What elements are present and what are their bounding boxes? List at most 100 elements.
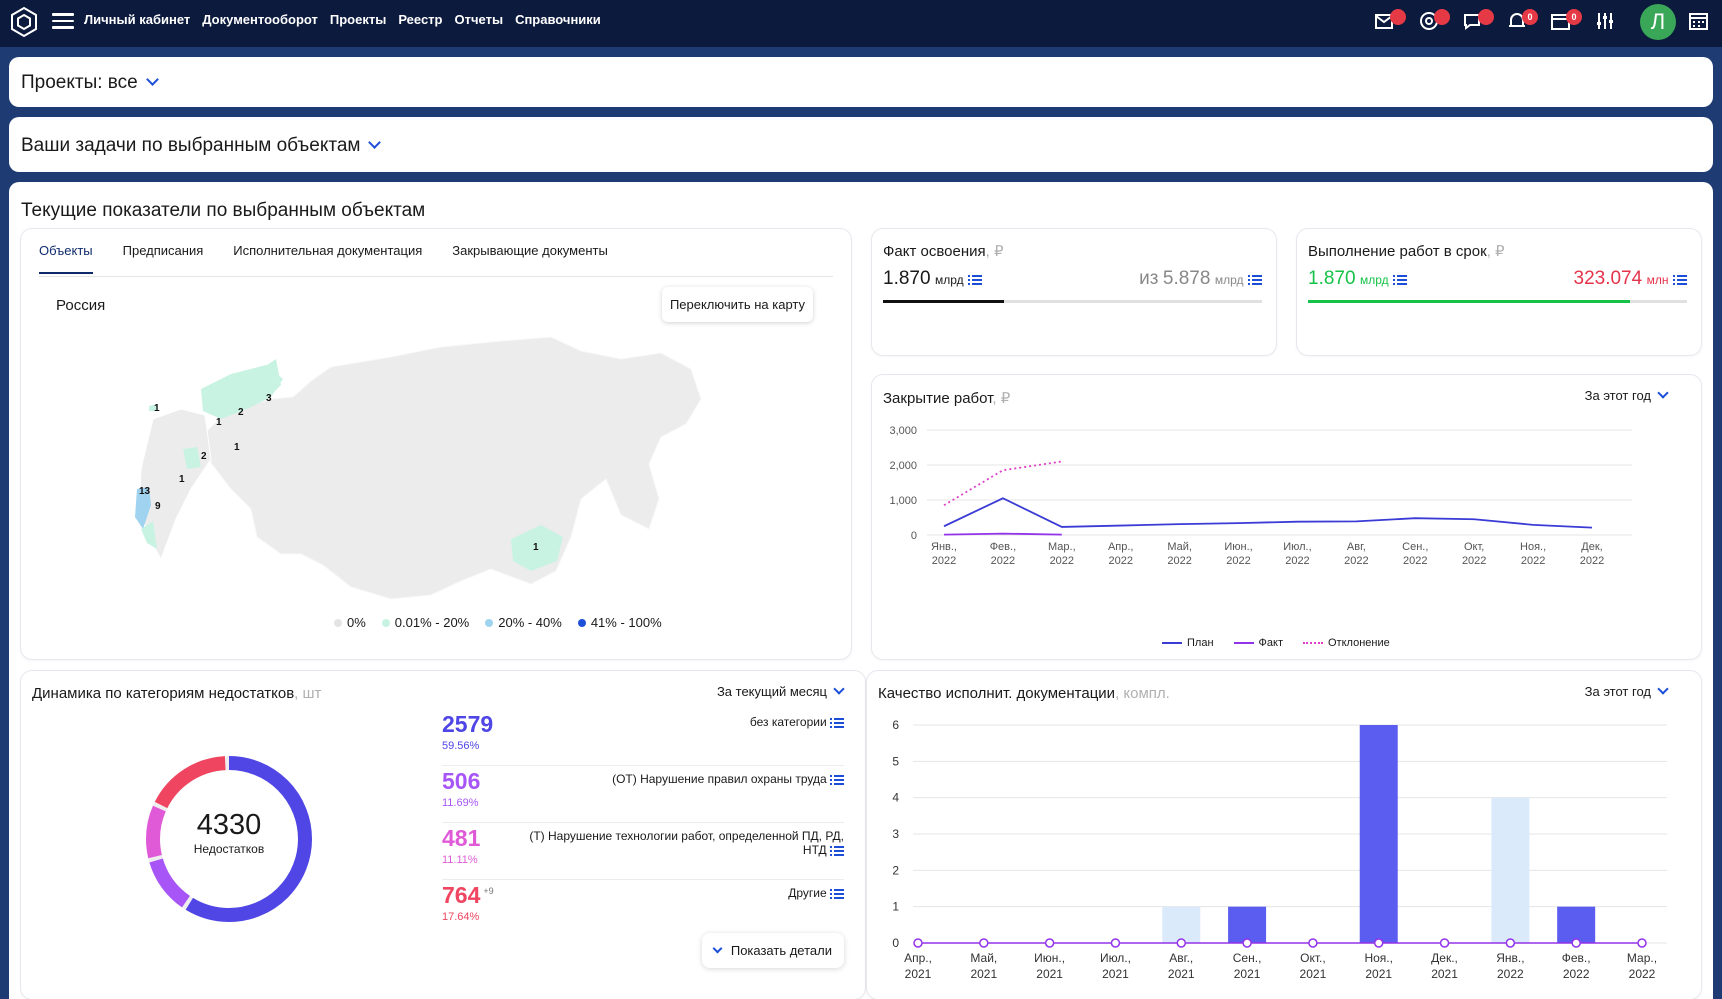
defect-pct: 11.69% xyxy=(442,797,479,809)
chevron-down-icon xyxy=(833,683,845,695)
top-navigation-bar: Личный кабинет Документооборот Проекты Р… xyxy=(0,0,1722,47)
defects-unit: шт xyxy=(302,685,322,702)
objects-panel: Объекты Предписания Исполнительная докум… xyxy=(20,228,852,660)
tab-objects[interactable]: Объекты xyxy=(39,243,93,274)
line-point-10 xyxy=(1571,938,1581,948)
x-tick-label: Сен., xyxy=(1402,541,1428,553)
map-marker-9[interactable]: 9 xyxy=(155,501,161,512)
defect-stat-4: 764 +9 17.64% xyxy=(442,882,494,923)
user-avatar[interactable]: Л xyxy=(1640,4,1676,40)
legend-label-1: 0.01% - 20% xyxy=(394,615,470,630)
defect-pct: 59.56% xyxy=(442,740,480,752)
menu-item-directories[interactable]: Справочники xyxy=(515,12,601,27)
map-marker-1[interactable]: 1 xyxy=(154,403,160,414)
show-details-label: Показать детали xyxy=(730,943,832,958)
closing-line-chart: 0 1,000 2,000 3,000 Янв., 2022 Фев., 2022 Мар., 2… xyxy=(889,425,1632,567)
menu-item-projects[interactable]: Проекты xyxy=(329,12,387,27)
x-tick-label: Май, xyxy=(1167,541,1192,553)
list-icon[interactable] xyxy=(1673,274,1687,286)
menu-item-reports[interactable]: Отчеты xyxy=(454,12,504,27)
list-icon[interactable] xyxy=(968,274,983,286)
x-tick-label: 2021 xyxy=(1431,967,1458,981)
menu-item-docflow[interactable]: Документооборот xyxy=(202,12,318,27)
russia-map[interactable]: 1 2 3 1 1 2 1 13 9 1 xyxy=(101,329,721,629)
legend-label-2: 20% - 40% xyxy=(498,615,562,630)
map-marker-2[interactable]: 2 xyxy=(238,407,244,418)
defect-category-2: (ОТ) Нарушение правил охраны труда xyxy=(544,772,844,786)
tab-prescriptions[interactable]: Предписания xyxy=(122,243,204,258)
map-marker-5[interactable]: 1 xyxy=(234,442,240,453)
defects-period-select[interactable]: За текущий месяц xyxy=(717,683,845,699)
closing-currency: ₽ xyxy=(1000,390,1011,407)
x-tick-label: Янв., xyxy=(1496,951,1524,965)
ontime-late-unit: млн xyxy=(1646,273,1669,287)
x-tick-label: Июн., xyxy=(1224,541,1252,553)
closing-period-select[interactable]: За этот год xyxy=(1585,387,1669,403)
map-marker-4[interactable]: 1 xyxy=(216,417,222,428)
x-tick-label: Фев., xyxy=(990,541,1016,553)
line-point-3 xyxy=(1110,938,1121,948)
map-marker-7[interactable]: 1 xyxy=(179,474,185,485)
line-point-8 xyxy=(1439,938,1450,948)
projects-filter-dropdown[interactable]: Проекты: все xyxy=(21,72,159,94)
defect-value: 481 xyxy=(442,825,481,851)
x-tick-label: Июн., xyxy=(1034,951,1065,965)
x-tick-label: 2022 xyxy=(1403,555,1427,567)
list-icon[interactable] xyxy=(830,888,844,900)
line-point-1 xyxy=(979,938,989,948)
calendar-grid-icon[interactable] xyxy=(1688,10,1714,34)
fact-value: 1.870 млрд xyxy=(883,268,983,290)
map-marker-8[interactable]: 13 xyxy=(139,486,151,497)
defect-value: 764 xyxy=(442,882,481,908)
tasks-dropdown[interactable]: Ваши задачи по выбранным объектам xyxy=(21,135,382,157)
show-details-button[interactable]: Показать детали xyxy=(701,933,844,968)
quality-period-select[interactable]: За этот год xyxy=(1585,683,1669,699)
bell-icon[interactable]: 0 xyxy=(1506,9,1538,34)
tab-executive-docs[interactable]: Исполнительная документация xyxy=(233,243,423,258)
list-icon[interactable] xyxy=(830,774,844,786)
tabs-divider xyxy=(39,276,833,277)
main-menu: Личный кабинет Документооборот Проекты Р… xyxy=(84,12,601,27)
calendar-badge: 0 xyxy=(1566,9,1582,25)
line-point-0 xyxy=(913,938,923,948)
menu-item-registry[interactable]: Реестр xyxy=(398,12,443,27)
line-point-11 xyxy=(1637,938,1647,948)
closing-legend: План Факт Отклонение xyxy=(1162,637,1390,649)
switch-to-map-button[interactable]: Переключить на карту xyxy=(661,287,813,322)
list-icon[interactable] xyxy=(830,845,844,857)
defects-title: Динамика по категориям недостатков, шт xyxy=(32,685,322,702)
calendar-icon[interactable]: 0 xyxy=(1550,9,1582,34)
list-icon[interactable] xyxy=(1248,274,1262,286)
bar-1-5 xyxy=(1228,906,1267,943)
menu-item-cabinet[interactable]: Личный кабинет xyxy=(84,12,191,27)
fact-progress-fill xyxy=(883,300,1005,303)
y-tick-label: 6 xyxy=(892,718,899,732)
legend-label-0: 0% xyxy=(347,615,366,630)
legend-label-fact: Факт xyxy=(1258,637,1283,649)
legend-item-plan: План xyxy=(1162,637,1214,649)
at-mention-icon[interactable] xyxy=(1418,9,1450,34)
map-marker-3[interactable]: 3 xyxy=(266,393,272,404)
x-tick-label: 2021 xyxy=(970,967,997,981)
mail-icon[interactable] xyxy=(1374,9,1406,34)
closing-title: Закрытие работ, ₽ xyxy=(883,390,1011,407)
x-tick-label: 2021 xyxy=(1036,967,1063,981)
app-logo-icon[interactable] xyxy=(10,6,38,38)
defect-pct: 17.64% xyxy=(442,911,480,923)
settings-sliders-icon[interactable] xyxy=(1594,10,1620,34)
projects-filter-label: Проекты: все xyxy=(21,72,138,93)
map-legend: 0% 0.01% - 20% 20% - 40% 41% - 100% xyxy=(334,615,662,630)
fact-title: Факт освоения, ₽ xyxy=(883,243,1004,260)
chat-icon[interactable] xyxy=(1462,9,1494,34)
tab-closing-docs[interactable]: Закрывающие документы xyxy=(452,243,608,258)
map-region-northwest xyxy=(201,365,283,419)
list-icon[interactable] xyxy=(830,717,844,729)
y-tick-label: 1 xyxy=(892,900,899,914)
objects-tabs: Объекты Предписания Исполнительная докум… xyxy=(39,243,608,274)
list-icon[interactable] xyxy=(1393,274,1408,286)
map-marker-10[interactable]: 1 xyxy=(533,542,539,553)
map-marker-6[interactable]: 2 xyxy=(201,451,207,462)
y-tick-label: 3,000 xyxy=(889,425,917,437)
hamburger-menu-icon[interactable] xyxy=(52,10,74,32)
ontime-value: 1.870 млрд xyxy=(1308,268,1408,290)
